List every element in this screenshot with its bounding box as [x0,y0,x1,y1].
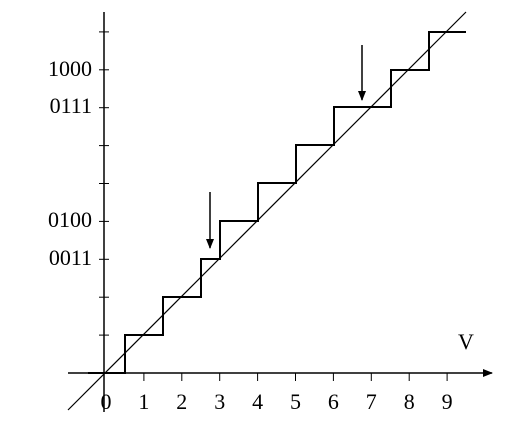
staircase [88,31,466,374]
x-label: 5 [290,389,301,414]
ideal-line [67,11,467,411]
x-label: 6 [328,389,339,414]
x-label: 4 [252,389,263,414]
y-label: 0011 [49,245,92,270]
x-label: 1 [138,389,149,414]
y-label: 0100 [48,207,92,232]
ticks [99,31,448,381]
x-label: 0 [101,389,112,414]
x-label: 2 [176,389,187,414]
y-label: 1000 [48,56,92,81]
x-label: 3 [214,389,225,414]
y-label: 0111 [50,93,92,118]
x-labels: 0 1 2 3 4 5 6 7 8 9 [101,389,453,414]
x-label: 7 [366,389,377,414]
x-axis-title: V [458,329,474,354]
x-label: 8 [404,389,415,414]
x-label: 9 [442,389,453,414]
